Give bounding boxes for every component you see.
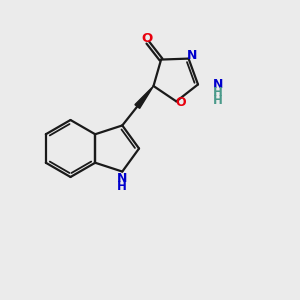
Text: N: N bbox=[213, 78, 224, 91]
Text: H: H bbox=[213, 86, 223, 99]
Text: O: O bbox=[142, 32, 153, 45]
Text: H: H bbox=[117, 180, 127, 193]
Polygon shape bbox=[135, 86, 154, 108]
Text: O: O bbox=[175, 96, 186, 109]
Text: N: N bbox=[187, 49, 197, 62]
Text: H: H bbox=[213, 94, 223, 106]
Text: N: N bbox=[117, 172, 128, 185]
